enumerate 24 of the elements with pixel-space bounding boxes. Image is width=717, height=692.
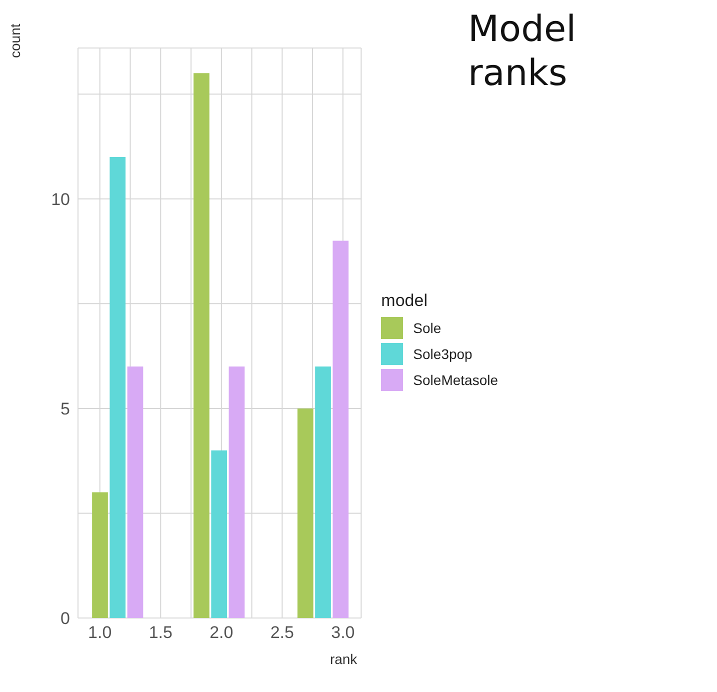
bar	[228, 366, 245, 618]
legend-label: SoleMetasole	[413, 372, 498, 388]
y-tick-label: 5	[60, 399, 70, 418]
bar	[297, 408, 314, 618]
x-tick-label: 3.0	[331, 623, 355, 642]
y-tick-label: 10	[51, 190, 70, 209]
x-axis-title: rank	[330, 651, 358, 667]
legend-label: Sole	[413, 320, 442, 336]
text: Model ranks	[468, 8, 578, 96]
bar	[332, 240, 349, 618]
bar	[211, 450, 228, 618]
x-tick-label: 2.0	[210, 623, 234, 642]
x-tick-label: 2.5	[270, 623, 294, 642]
legend-label: Sole3pop	[413, 346, 472, 362]
bar	[127, 366, 144, 618]
bar	[315, 366, 331, 618]
y-tick-label: 0	[60, 609, 70, 628]
x-tick-label: 1.5	[148, 623, 172, 642]
bar	[92, 492, 108, 618]
bar	[194, 73, 210, 618]
y-axis-title: count	[6, 24, 23, 58]
x-tick-label: 1.0	[88, 623, 112, 642]
legend-title: model	[381, 291, 428, 311]
bar	[110, 156, 126, 618]
